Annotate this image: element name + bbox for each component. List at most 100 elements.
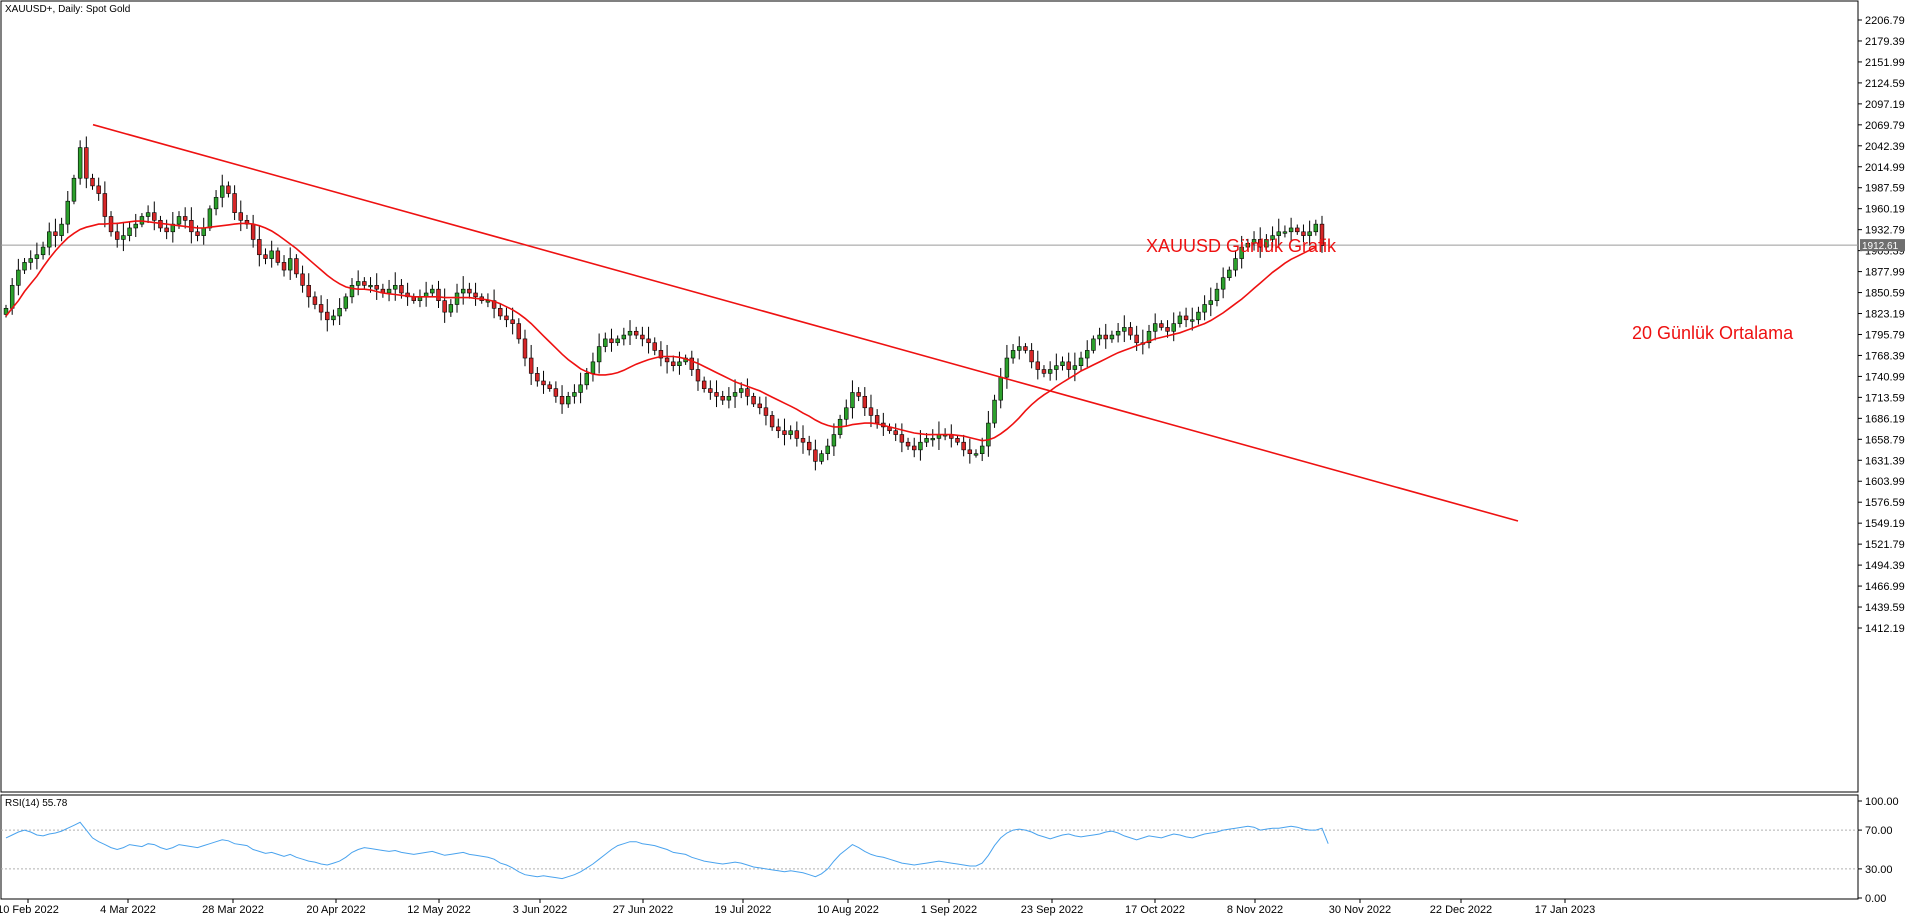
candlestick-series [3,136,1325,471]
candle-body [757,403,762,409]
candle-body [1202,304,1207,313]
candle-body [287,258,293,271]
candle-body [1066,361,1071,370]
candle-body [522,338,528,359]
candle-body [1041,369,1047,374]
candle-body [355,281,361,286]
price-tick-label: 2097.19 [1865,99,1905,111]
candle-body [77,147,83,179]
candle-body [590,361,596,374]
candle-body [633,330,639,336]
candle-body [559,396,565,405]
candle-body [899,434,905,443]
candle-body [1313,223,1319,233]
candle-body [90,177,95,187]
candle-body [164,227,169,233]
candle-body [393,285,398,290]
candle-body [368,285,373,288]
candle-body [399,285,404,294]
candle-body [998,376,1003,401]
candle-body [114,231,120,240]
candle-body [1159,323,1164,328]
candle-body [596,346,602,363]
candle-body [325,311,330,321]
candle-body [1319,223,1325,246]
candle-body [732,392,738,397]
candle-body [1208,300,1214,305]
candle-body [1196,311,1201,321]
time-tick-label: 12 May 2022 [407,904,471,916]
time-tick-label: 1 Sep 2022 [921,904,977,916]
candle-body [1004,357,1010,378]
candle-body [1171,323,1176,332]
candle-body [84,147,89,179]
candle-body [782,430,787,435]
candle-body [541,380,546,386]
candle-body [213,197,219,210]
rsi-tick-label: 0.00 [1865,893,1886,905]
time-tick-label: 23 Sep 2022 [1021,904,1083,916]
rsi-label: RSI(14) 55.78 [5,798,68,809]
trendline [92,123,1519,522]
candle-body [1122,327,1127,332]
candle-body [467,288,472,294]
price-tick-label: 1987.59 [1865,183,1905,195]
candle-body [844,407,849,420]
candle-body [65,200,70,225]
price-tick-label: 1823.19 [1865,309,1905,321]
candle-body [71,177,77,202]
candle-body [362,281,367,286]
price-tick-label: 2069.79 [1865,120,1905,132]
time-tick-label: 4 Mar 2022 [100,904,156,916]
candle-body [133,223,138,229]
candle-body [1288,227,1294,233]
candle-body [955,438,960,443]
candle-body [59,223,64,236]
candle-body [1035,361,1041,370]
candle-body [386,288,392,294]
candle-body [460,288,466,294]
time-tick-label: 3 Jun 2022 [513,904,567,916]
candle-body [671,361,676,366]
candle-body [300,273,305,286]
candle-body [250,223,256,240]
moving-average-line [5,220,1317,442]
price-tick-label: 1466.99 [1865,581,1905,593]
candle-body [769,415,775,428]
candle-body [306,285,311,298]
candle-body [96,185,101,194]
candle-body [739,388,744,393]
candle-body [349,285,355,298]
candle-body [652,342,657,351]
candle-body [1134,334,1139,344]
candle-body [1251,239,1257,244]
candle-body [220,185,225,198]
candle-body [1307,231,1312,236]
candle-body [850,392,855,409]
candle-body [1054,365,1059,370]
price-tick-label: 2124.59 [1865,78,1905,90]
candle-body [22,262,27,271]
price-tick-label: 1549.19 [1865,518,1905,530]
time-tick-label: 17 Oct 2022 [1125,904,1185,916]
candle-body [868,407,874,416]
candle-body [28,258,33,263]
candle-body [578,384,583,393]
candle-body [1233,258,1238,271]
price-tick-label: 1494.39 [1865,560,1905,572]
candle-body [1023,346,1028,351]
candle-body [1214,288,1220,301]
candle-body [1258,239,1263,248]
candle-body [992,399,997,424]
candle-body [640,334,645,340]
candle-body [1282,231,1288,234]
candle-body [763,407,769,416]
candle-body [609,338,614,344]
candle-body [831,434,837,447]
price-panel-frame [0,0,1859,793]
candle-body [226,185,231,194]
candle-body [312,296,318,305]
price-tick-label: 1850.59 [1865,288,1905,300]
time-tick-label: 10 Feb 2022 [0,904,59,916]
candle-body [1270,235,1275,240]
